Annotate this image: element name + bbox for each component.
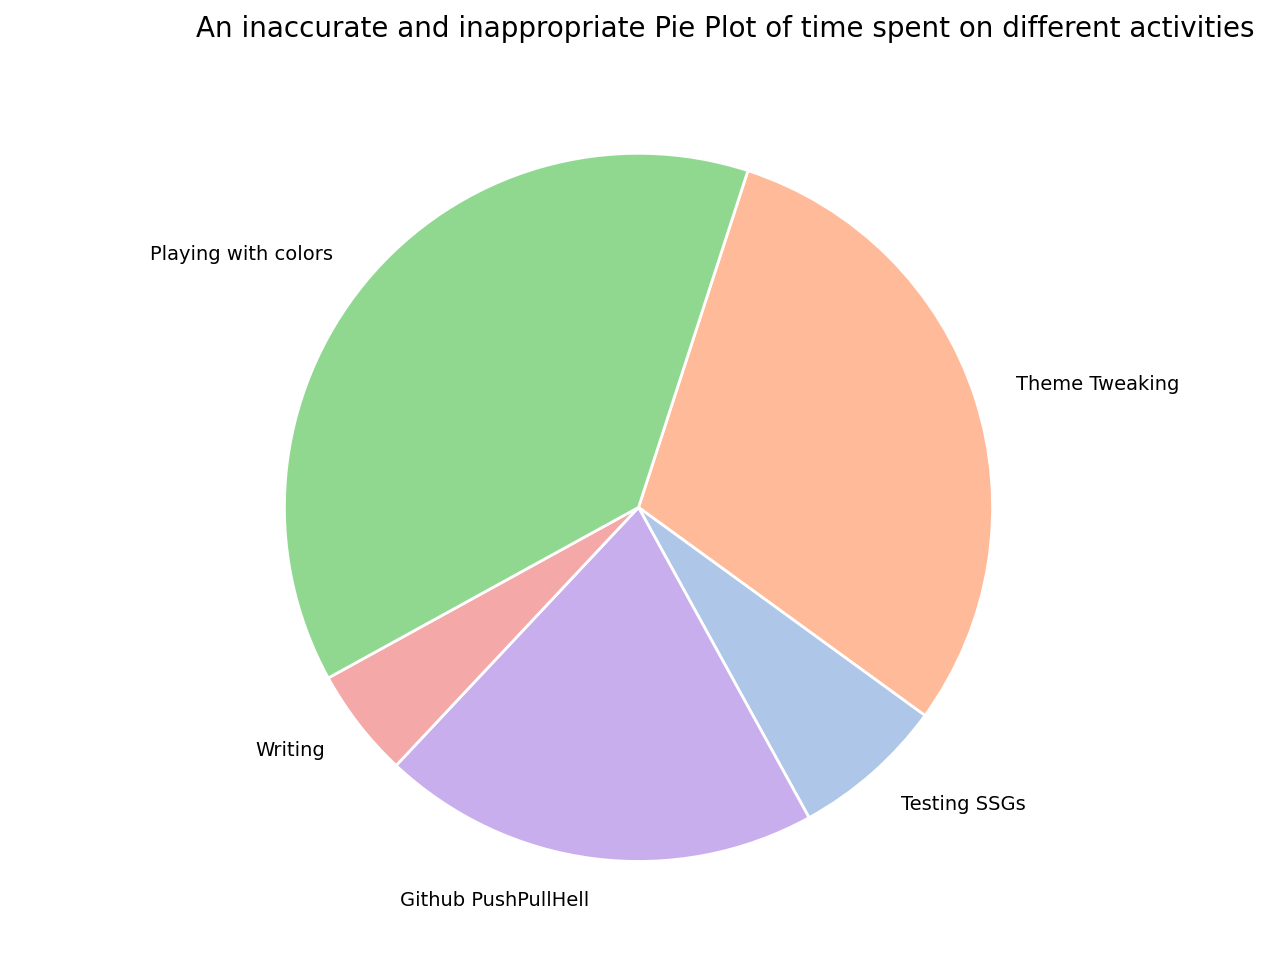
- Text: Playing with colors: Playing with colors: [149, 245, 333, 264]
- Wedge shape: [638, 171, 992, 715]
- Wedge shape: [285, 153, 748, 678]
- Wedge shape: [396, 508, 810, 862]
- Text: Testing SSGs: Testing SSGs: [900, 795, 1025, 814]
- Text: Writing: Writing: [255, 741, 326, 760]
- Text: Theme Tweaking: Theme Tweaking: [1015, 375, 1179, 395]
- Wedge shape: [638, 508, 925, 817]
- Text: Github PushPullHell: Github PushPullHell: [400, 892, 589, 910]
- Text: An inaccurate and inappropriate Pie Plot of time spent on different activities: An inaccurate and inappropriate Pie Plot…: [195, 15, 1254, 43]
- Wedge shape: [328, 508, 638, 765]
